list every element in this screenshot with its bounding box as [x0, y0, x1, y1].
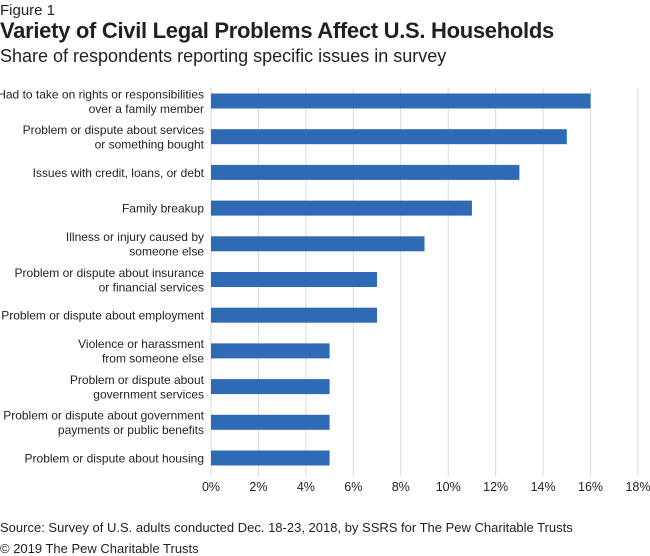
copyright: © 2019 The Pew Charitable Trusts	[0, 541, 199, 556]
figure-label: Figure 1	[0, 2, 56, 19]
category-label: Problem or dispute about government	[3, 409, 204, 423]
category-label: or financial services	[99, 280, 204, 294]
x-tick-label: 10%	[436, 480, 461, 494]
category-label: Problem or dispute about services	[23, 123, 204, 137]
bar	[211, 129, 567, 145]
category-label: Violence or harassment	[78, 337, 205, 351]
x-tick-label: 6%	[344, 480, 362, 494]
bar	[211, 343, 330, 359]
category-label: from someone else	[102, 352, 204, 366]
bar	[211, 450, 330, 466]
category-label: Illness or injury caused by	[66, 230, 204, 244]
category-label: Had to take on rights or responsibilitie…	[0, 87, 204, 101]
x-tick-label: 16%	[578, 480, 603, 494]
category-label: someone else	[129, 245, 204, 259]
x-tick-label: 18%	[625, 480, 650, 494]
bar	[211, 93, 591, 109]
bar	[211, 414, 330, 430]
chart-title: Variety of Civil Legal Problems Affect U…	[0, 18, 554, 43]
category-label: Problem or dispute about employment	[1, 309, 204, 323]
category-label: government services	[93, 387, 204, 401]
x-tick-label: 2%	[249, 480, 267, 494]
category-label: over a family member	[89, 102, 204, 116]
x-tick-label: 14%	[531, 480, 556, 494]
bar	[211, 272, 378, 287]
bar	[211, 236, 425, 252]
x-tick-label: 8%	[392, 480, 410, 494]
category-label: or something bought	[95, 137, 205, 151]
x-tick-label: 12%	[483, 480, 508, 494]
category-label: Family breakup	[122, 202, 204, 216]
bar	[211, 307, 378, 323]
x-tick-label: 0%	[202, 480, 220, 494]
category-label: Problem or dispute about	[70, 373, 205, 387]
bar	[211, 164, 520, 180]
category-label: Problem or dispute about housing	[25, 452, 204, 466]
source-note: Source: Survey of U.S. adults conducted …	[0, 520, 573, 535]
chart-subtitle: Share of respondents reporting specific …	[0, 46, 447, 66]
x-tick-label: 4%	[297, 480, 315, 494]
category-label: payments or public benefits	[58, 423, 204, 437]
bar-chart: 0% 2% 4% 6% 8% 10% 12% 14% 16% 18% Had to take on …	[0, 87, 650, 494]
bar	[211, 200, 472, 216]
category-label: Issues with credit, loans, or debt	[33, 166, 205, 180]
category-label: Problem or dispute about insurance	[15, 266, 205, 280]
bar	[211, 379, 330, 395]
